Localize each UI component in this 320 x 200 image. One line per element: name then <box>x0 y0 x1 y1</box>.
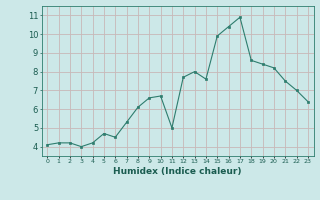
X-axis label: Humidex (Indice chaleur): Humidex (Indice chaleur) <box>113 167 242 176</box>
